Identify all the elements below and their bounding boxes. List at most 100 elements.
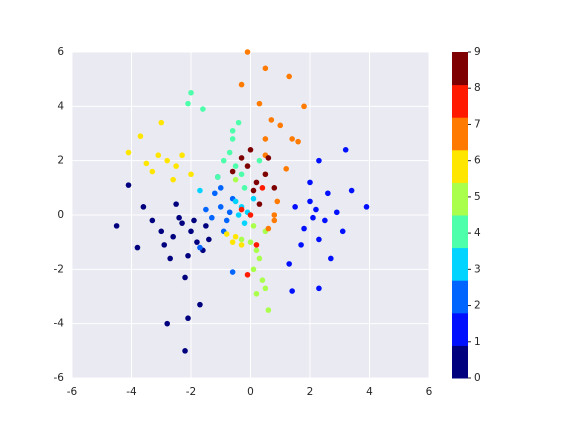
point	[316, 157, 322, 164]
point	[328, 255, 334, 262]
point	[209, 214, 215, 221]
point	[262, 285, 269, 292]
point	[229, 269, 236, 275]
point	[143, 160, 150, 167]
y-tick-label: -4	[54, 318, 65, 330]
point	[206, 236, 212, 243]
point	[286, 73, 292, 80]
colorbar-tick-label: 7	[474, 118, 481, 130]
colorbar-tick-label: 9	[474, 46, 481, 58]
y-tick-label: -2	[54, 263, 64, 275]
point	[191, 217, 197, 224]
point	[220, 157, 227, 164]
point	[292, 204, 298, 210]
y-tick-label: -6	[54, 372, 65, 384]
x-tick-label: 6	[426, 386, 433, 398]
point	[185, 100, 191, 107]
point	[250, 266, 257, 273]
point	[173, 163, 179, 169]
colorbar-segment	[452, 52, 468, 86]
point	[289, 288, 295, 294]
point	[307, 198, 313, 205]
point	[173, 201, 179, 207]
y-tick-label: 0	[57, 209, 64, 221]
point	[149, 168, 156, 175]
y-tick-label: 2	[57, 155, 64, 167]
point	[262, 65, 269, 72]
point	[164, 320, 170, 327]
colorbar-segment	[452, 280, 468, 314]
point	[256, 255, 263, 262]
point	[301, 225, 307, 232]
point	[342, 147, 349, 153]
point	[271, 185, 278, 191]
point	[253, 290, 260, 297]
point	[262, 136, 269, 142]
point	[256, 201, 263, 207]
point	[253, 242, 260, 248]
x-tick-label: 4	[366, 386, 373, 398]
point	[286, 261, 292, 267]
point	[244, 271, 251, 278]
y-tick-label: 6	[57, 46, 64, 58]
point	[229, 239, 236, 245]
point	[238, 206, 245, 213]
point	[256, 100, 263, 107]
point	[253, 179, 260, 186]
point	[182, 348, 188, 354]
point	[182, 274, 188, 281]
point	[247, 147, 254, 153]
point	[238, 155, 245, 161]
colorbar-tick-label: 8	[474, 82, 481, 94]
point	[289, 136, 295, 142]
x-tick-label: -6	[67, 386, 78, 398]
colorbar-segment	[452, 247, 468, 281]
point	[188, 89, 194, 96]
point	[232, 233, 239, 240]
point	[134, 244, 141, 251]
point	[197, 244, 203, 251]
point	[229, 136, 236, 142]
point	[212, 190, 218, 197]
colorbar-tick-label: 3	[474, 263, 481, 275]
point	[301, 103, 307, 110]
point	[197, 301, 203, 308]
colorbar-segment	[452, 117, 468, 151]
point	[271, 212, 278, 218]
point	[322, 217, 328, 224]
point	[313, 206, 319, 213]
point	[250, 187, 257, 194]
point	[203, 223, 209, 229]
point	[197, 187, 203, 194]
point	[277, 122, 284, 129]
point	[164, 157, 170, 164]
point	[241, 185, 248, 191]
colorbar-tick-label: 5	[474, 191, 481, 203]
point	[176, 214, 182, 221]
point	[203, 206, 209, 213]
point	[363, 204, 370, 210]
point	[167, 255, 173, 262]
y-tick-label: 4	[57, 100, 64, 112]
point	[179, 220, 185, 226]
colorbar-segment	[452, 149, 468, 183]
point	[235, 212, 242, 218]
point	[125, 149, 132, 156]
point	[283, 166, 290, 172]
point	[185, 252, 191, 259]
point	[217, 204, 224, 210]
colorbar-tick-label: 2	[474, 300, 481, 312]
point	[149, 217, 156, 224]
point	[241, 220, 248, 226]
point	[185, 315, 191, 322]
point	[348, 187, 355, 194]
point	[235, 119, 242, 126]
colorbar-segment	[452, 182, 468, 216]
point	[161, 242, 168, 248]
point	[170, 233, 176, 240]
point	[253, 247, 260, 254]
colorbar-segment	[452, 345, 468, 379]
point	[155, 152, 162, 159]
point	[262, 171, 269, 178]
point	[140, 204, 147, 210]
